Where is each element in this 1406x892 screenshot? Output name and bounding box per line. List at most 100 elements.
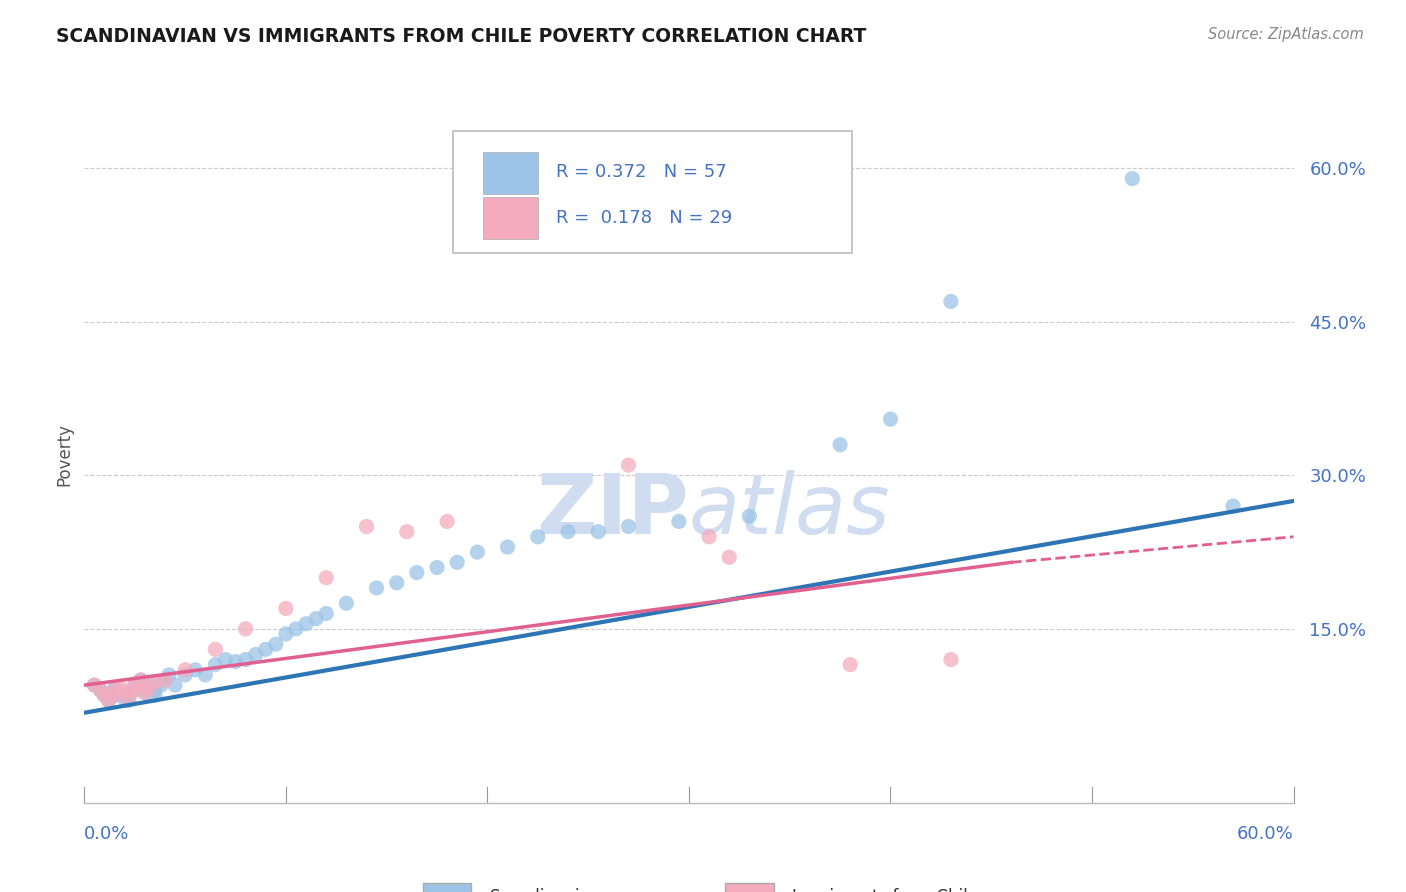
Point bbox=[295, 616, 318, 631]
Point bbox=[235, 652, 257, 666]
Point bbox=[153, 673, 176, 687]
Point bbox=[254, 642, 277, 657]
Point bbox=[174, 668, 197, 682]
Text: Source: ZipAtlas.com: Source: ZipAtlas.com bbox=[1208, 27, 1364, 42]
FancyBboxPatch shape bbox=[725, 883, 773, 892]
Point bbox=[939, 652, 962, 666]
Point bbox=[426, 560, 449, 574]
Point bbox=[385, 575, 408, 590]
Point bbox=[617, 519, 640, 533]
Point bbox=[194, 668, 217, 682]
Point bbox=[118, 691, 141, 706]
Point bbox=[110, 685, 132, 699]
Point bbox=[157, 668, 180, 682]
Point bbox=[104, 683, 127, 698]
Point bbox=[93, 689, 115, 703]
Point bbox=[184, 663, 207, 677]
Point bbox=[134, 685, 156, 699]
Text: ZIP: ZIP bbox=[537, 470, 689, 551]
Point bbox=[89, 683, 111, 698]
Point bbox=[118, 693, 141, 707]
Point bbox=[467, 545, 489, 559]
Point bbox=[89, 683, 111, 698]
Point bbox=[1222, 499, 1244, 513]
Point bbox=[114, 687, 136, 701]
Point bbox=[104, 681, 127, 696]
Point bbox=[143, 683, 166, 698]
FancyBboxPatch shape bbox=[453, 131, 852, 253]
FancyBboxPatch shape bbox=[423, 883, 471, 892]
Point bbox=[134, 685, 156, 699]
Point bbox=[668, 515, 690, 529]
Point bbox=[335, 596, 357, 610]
Point bbox=[204, 642, 226, 657]
Point bbox=[274, 601, 297, 615]
Point bbox=[315, 571, 337, 585]
Point bbox=[879, 412, 901, 426]
Point bbox=[214, 652, 236, 666]
Point bbox=[138, 675, 160, 690]
Point bbox=[129, 673, 152, 687]
Point bbox=[124, 683, 146, 698]
Point bbox=[406, 566, 429, 580]
Text: 0.0%: 0.0% bbox=[84, 825, 129, 843]
Point bbox=[284, 622, 308, 636]
Text: SCANDINAVIAN VS IMMIGRANTS FROM CHILE POVERTY CORRELATION CHART: SCANDINAVIAN VS IMMIGRANTS FROM CHILE PO… bbox=[56, 27, 866, 45]
Point bbox=[235, 622, 257, 636]
Text: Immigrants from Chile: Immigrants from Chile bbox=[792, 888, 977, 892]
Text: 60.0%: 60.0% bbox=[1237, 825, 1294, 843]
Point bbox=[104, 689, 127, 703]
Point bbox=[97, 693, 120, 707]
Point bbox=[557, 524, 579, 539]
Point bbox=[114, 685, 136, 699]
Point bbox=[110, 681, 132, 696]
Point bbox=[830, 438, 852, 452]
Text: R =  0.178   N = 29: R = 0.178 N = 29 bbox=[555, 210, 733, 227]
Point bbox=[104, 689, 127, 703]
Point bbox=[93, 689, 115, 703]
Point bbox=[356, 519, 378, 533]
Point bbox=[129, 673, 152, 687]
Point bbox=[588, 524, 610, 539]
Point bbox=[143, 689, 166, 703]
Point bbox=[134, 681, 156, 696]
Y-axis label: Poverty: Poverty bbox=[55, 424, 73, 486]
Point bbox=[124, 678, 146, 692]
Point bbox=[83, 678, 105, 692]
Point bbox=[527, 530, 550, 544]
Point bbox=[124, 683, 146, 698]
Point bbox=[366, 581, 388, 595]
Point bbox=[395, 524, 418, 539]
Point bbox=[104, 683, 127, 698]
Text: Scandinavians: Scandinavians bbox=[489, 888, 609, 892]
Point bbox=[718, 550, 741, 565]
Point bbox=[124, 678, 146, 692]
Point bbox=[204, 657, 226, 672]
Point bbox=[697, 530, 720, 544]
FancyBboxPatch shape bbox=[484, 153, 538, 194]
Point bbox=[153, 673, 176, 687]
Point bbox=[1121, 171, 1143, 186]
Point bbox=[274, 627, 297, 641]
Point bbox=[839, 657, 862, 672]
Point bbox=[315, 607, 337, 621]
FancyBboxPatch shape bbox=[484, 197, 538, 239]
Point bbox=[138, 681, 160, 696]
Text: atlas: atlas bbox=[689, 470, 890, 551]
Point bbox=[436, 515, 458, 529]
Point bbox=[939, 294, 962, 309]
Point bbox=[496, 540, 519, 554]
Point bbox=[97, 693, 120, 707]
Point bbox=[174, 663, 197, 677]
Point bbox=[738, 509, 761, 524]
Point bbox=[225, 655, 247, 669]
Point bbox=[245, 648, 267, 662]
Point bbox=[83, 678, 105, 692]
Point bbox=[264, 637, 287, 651]
Text: R = 0.372   N = 57: R = 0.372 N = 57 bbox=[555, 163, 727, 181]
Point bbox=[114, 691, 136, 706]
Point bbox=[165, 678, 187, 692]
Point bbox=[305, 612, 328, 626]
Point bbox=[446, 555, 468, 569]
Point bbox=[149, 678, 172, 692]
